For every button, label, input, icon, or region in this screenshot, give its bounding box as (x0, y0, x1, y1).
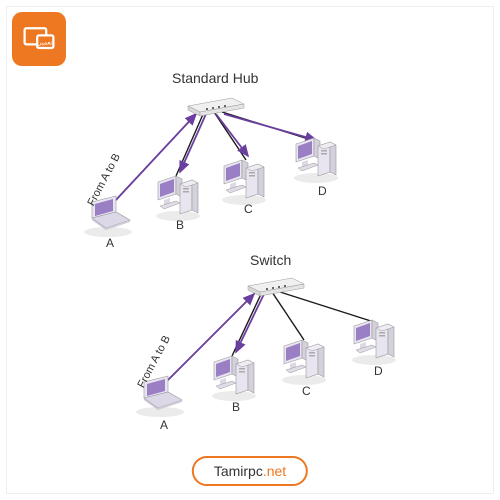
device-label-c: C (244, 202, 253, 216)
hub-connection-lines (112, 112, 318, 204)
device-label-a: A (106, 236, 114, 250)
device-label-d: D (318, 184, 327, 198)
site-name-prefix: Tamirpc (214, 463, 263, 479)
hub-devices (84, 98, 338, 237)
device-label-d: D (374, 364, 383, 378)
switch-devices (136, 278, 396, 417)
site-banner: Tamirpc.net (192, 456, 308, 486)
device-label-b: B (232, 400, 240, 414)
switch-connection-lines (164, 292, 374, 384)
diagram1-title: Standard Hub (172, 70, 258, 86)
device-label-a: A (160, 418, 168, 432)
site-name-suffix: .net (263, 463, 286, 479)
device-label-b: B (176, 218, 184, 232)
device-label-c: C (302, 384, 311, 398)
diagram2-title: Switch (250, 252, 291, 268)
